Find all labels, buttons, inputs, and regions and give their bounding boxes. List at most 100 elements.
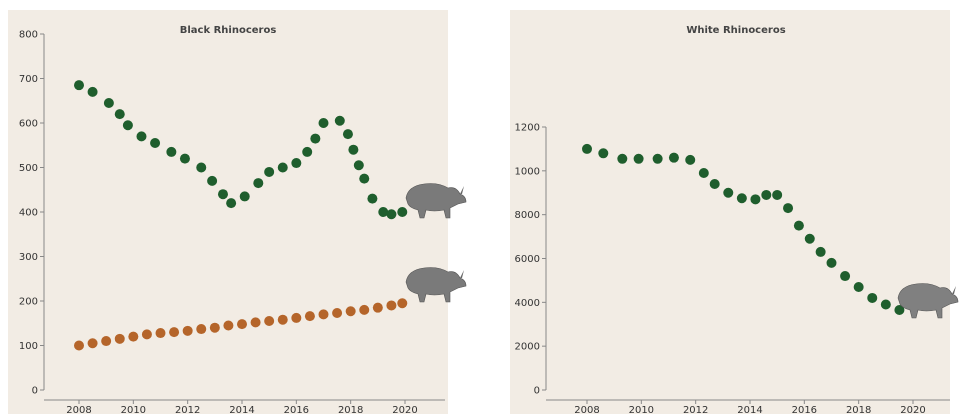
data-point	[880, 299, 891, 310]
data-point	[386, 209, 397, 220]
data-point	[136, 131, 147, 142]
black-rhino-panel: Black Rhinoceros 0 100 200 300 400 500 600 700 8…	[8, 10, 467, 416]
data-point	[74, 340, 84, 351]
y-tick-label: 2000	[515, 342, 540, 353]
data-point	[783, 203, 794, 214]
data-point	[582, 143, 592, 154]
x-tick-label: 2014	[737, 405, 762, 416]
data-point	[277, 314, 288, 325]
data-point	[122, 120, 133, 131]
data-point	[209, 322, 220, 333]
data-point	[103, 97, 114, 108]
data-point	[74, 80, 84, 91]
x-tick-label: 2008	[574, 405, 599, 416]
data-point	[277, 162, 288, 173]
data-point	[237, 319, 247, 330]
data-point	[345, 306, 356, 317]
x-tick-label: 2016	[792, 405, 817, 416]
data-point	[793, 220, 804, 231]
data-point	[226, 198, 237, 209]
data-point	[196, 324, 207, 335]
data-point	[397, 207, 408, 217]
x-tick-label: 2008	[66, 405, 91, 416]
data-point	[217, 189, 228, 200]
data-point	[250, 317, 261, 328]
white-rhino-panel: White Rhinoceros 0 2000 4000 6000 8000 1000 12…	[510, 10, 959, 416]
data-point	[207, 175, 218, 186]
data-point	[617, 153, 628, 164]
y-tick-label: 0	[32, 386, 38, 397]
y-tick-label: 0	[534, 386, 540, 397]
data-point	[310, 133, 321, 144]
data-point	[318, 118, 329, 128]
data-point	[223, 320, 234, 331]
y-tick-label: 1200	[515, 123, 540, 134]
data-point	[815, 246, 826, 257]
rhino-icon	[897, 283, 959, 319]
data-point	[87, 338, 98, 349]
data-point	[101, 336, 112, 347]
white-rhino-title: White Rhinoceros	[686, 25, 785, 36]
x-tick-label: 2018	[846, 405, 871, 416]
x-tick-label: 2016	[284, 405, 309, 416]
data-point	[166, 146, 177, 157]
y-tick-label: 500	[19, 163, 38, 174]
y-tick-label: 400	[19, 208, 38, 219]
white-rhino-background	[510, 10, 950, 414]
data-point	[378, 207, 389, 217]
data-point	[348, 144, 359, 155]
data-point	[826, 257, 837, 268]
data-point	[397, 298, 408, 309]
data-point	[179, 153, 190, 164]
y-tick-label: 100	[19, 341, 38, 352]
data-point	[772, 189, 783, 200]
x-tick-label: 2014	[229, 405, 254, 416]
data-point	[87, 86, 98, 97]
data-point	[169, 327, 180, 338]
data-point	[253, 178, 264, 189]
data-point	[367, 193, 378, 204]
x-tick-label: 2020	[392, 405, 417, 416]
x-tick-label: 2012	[175, 405, 200, 416]
data-point	[698, 168, 709, 179]
x-tick-label: 2020	[900, 405, 925, 416]
y-tick-label: 300	[19, 252, 38, 263]
data-point	[894, 305, 905, 316]
data-point	[264, 166, 275, 177]
data-point	[291, 158, 302, 169]
x-tick-label: 2018	[338, 405, 363, 416]
x-tick-label: 2010	[629, 405, 654, 416]
data-point	[196, 162, 207, 173]
data-point	[304, 311, 315, 322]
data-point	[141, 329, 152, 340]
x-tick-label: 2010	[121, 405, 146, 416]
data-point	[264, 316, 275, 327]
data-point	[302, 146, 313, 157]
y-tick-label: 4000	[515, 298, 540, 309]
data-point	[633, 153, 644, 164]
y-tick-label: 600	[19, 119, 38, 130]
data-point	[114, 109, 125, 120]
y-tick-label: 1000	[515, 166, 540, 177]
data-point	[853, 281, 864, 292]
data-point	[150, 138, 161, 149]
y-tick-label: 200	[19, 297, 38, 308]
data-point	[359, 304, 370, 315]
data-point	[750, 194, 761, 205]
data-point	[353, 160, 364, 171]
data-point	[114, 333, 125, 344]
data-point	[342, 129, 353, 140]
data-point	[372, 302, 383, 313]
data-point	[804, 233, 815, 244]
data-point	[334, 115, 345, 126]
data-point	[155, 328, 166, 339]
data-point	[182, 325, 193, 336]
x-tick-label: 2012	[683, 405, 708, 416]
data-point	[598, 148, 609, 159]
data-point	[239, 191, 250, 202]
y-tick-label: 8000	[515, 210, 540, 221]
black-rhino-title: Black Rhinoceros	[180, 25, 277, 36]
y-tick-label: 800	[19, 30, 38, 41]
data-point	[736, 193, 747, 204]
